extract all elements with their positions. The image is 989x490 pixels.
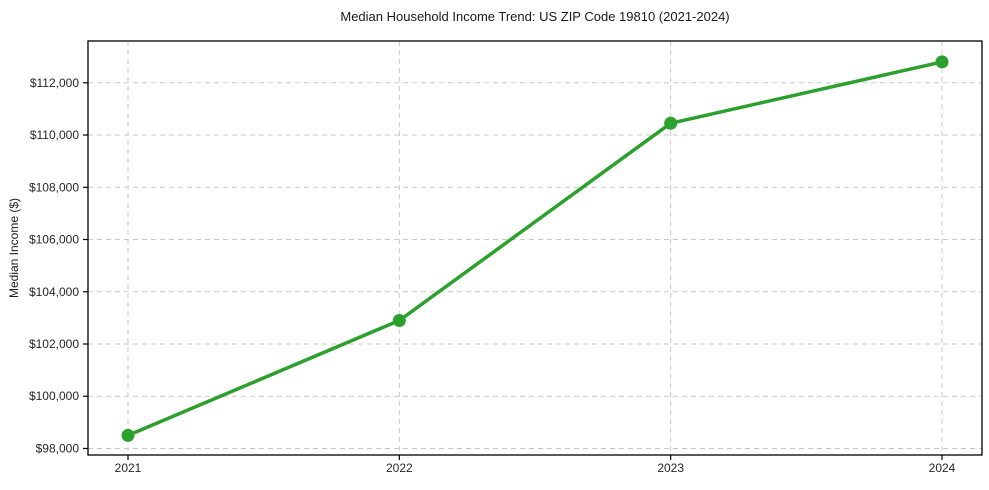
data-point xyxy=(392,313,406,327)
data-point xyxy=(121,428,135,442)
axis-ticks xyxy=(83,82,943,460)
y-tick-label: $106,000 xyxy=(29,233,79,247)
y-tick-label: $108,000 xyxy=(29,180,79,194)
data-points xyxy=(121,55,949,442)
y-tick-label: $102,000 xyxy=(29,337,79,351)
gridlines xyxy=(88,41,982,455)
x-tick-label: 2024 xyxy=(929,461,956,475)
x-tick-label: 2022 xyxy=(386,461,413,475)
x-tick-label: 2021 xyxy=(115,461,142,475)
data-point xyxy=(664,116,678,130)
y-tick-label: $100,000 xyxy=(29,389,79,403)
data-point xyxy=(935,55,949,69)
chart-title: Median Household Income Trend: US ZIP Co… xyxy=(340,9,729,24)
x-tick-label: 2023 xyxy=(657,461,684,475)
x-tick-labels: 2021 2022 2023 2024 xyxy=(115,461,956,475)
y-axis-label: Median Income ($) xyxy=(7,198,21,298)
y-tick-label: $104,000 xyxy=(29,285,79,299)
trend-line xyxy=(127,60,943,438)
y-tick-label: $98,000 xyxy=(36,441,80,455)
plot-border xyxy=(87,40,983,456)
y-tick-labels: $98,000 $100,000 $102,000 $104,000 $106,000 $… xyxy=(29,76,79,456)
y-tick-label: $110,000 xyxy=(30,128,79,142)
y-tick-label: $112,000 xyxy=(30,76,79,90)
